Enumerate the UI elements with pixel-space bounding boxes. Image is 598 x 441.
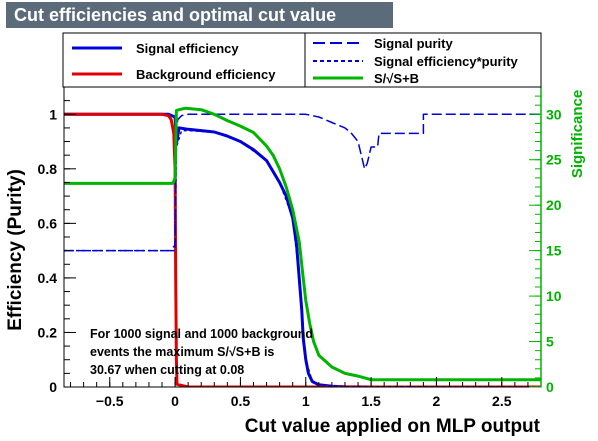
series-significance bbox=[64, 106, 541, 382]
series-signal-purity bbox=[64, 113, 541, 252]
y2-tick-label: 15 bbox=[546, 243, 562, 259]
x-tick-label: −0.5 bbox=[96, 393, 124, 409]
x-axis: −0.5 0 0.5 1 1.5 2 2.5 bbox=[70, 377, 542, 409]
legend-significance: S/√S+B bbox=[374, 71, 419, 86]
x-tick-label: 2 bbox=[433, 393, 441, 409]
legend: Signal efficiency Background efficiency … bbox=[62, 32, 542, 88]
legend-signal-purity: Signal purity bbox=[374, 36, 454, 51]
y-tick-label: 0.8 bbox=[38, 161, 58, 177]
series-layer bbox=[64, 106, 541, 387]
y2-tick-label: 5 bbox=[546, 334, 554, 350]
series-efficiency-times-purity bbox=[64, 129, 541, 387]
y-axis-right: 0 5 10 15 20 25 30 bbox=[529, 86, 562, 395]
y2-tick-label: 25 bbox=[546, 152, 562, 168]
y-tick-label: 0.4 bbox=[38, 270, 58, 286]
y-tick-label: 0.6 bbox=[38, 215, 58, 231]
y-tick-label: 0.2 bbox=[38, 324, 58, 340]
y2-tick-label: 30 bbox=[546, 106, 562, 122]
y-tick-label: 0 bbox=[49, 379, 57, 395]
y2-tick-label: 0 bbox=[546, 379, 554, 395]
y2-axis-label: Significance bbox=[569, 90, 586, 178]
annotation: For 1000 signal and 1000 background even… bbox=[90, 327, 313, 377]
x-tick-label: 0.5 bbox=[231, 393, 251, 409]
legend-signal-eff: Signal efficiency bbox=[136, 41, 239, 56]
y2-tick-label: 20 bbox=[546, 197, 562, 213]
legend-eff-purity: Signal efficiency*purity bbox=[374, 54, 519, 69]
y-axis-left: 0 0.2 0.4 0.6 0.8 1 bbox=[38, 86, 76, 395]
x-tick-label: 0 bbox=[171, 393, 179, 409]
legend-frame bbox=[62, 32, 542, 88]
y-tick-label: 1 bbox=[49, 106, 57, 122]
y2-tick-label: 10 bbox=[546, 288, 562, 304]
x-tick-label: 2.5 bbox=[492, 393, 512, 409]
legend-background-eff: Background efficiency bbox=[136, 67, 276, 82]
x-axis-label: Cut value applied on MLP output bbox=[245, 416, 541, 437]
chart-title: Cut efficiencies and optimal cut value bbox=[6, 2, 393, 28]
annotation-line-2: events the maximum S/√S+B is bbox=[90, 345, 274, 359]
x-tick-label: 1 bbox=[302, 393, 310, 409]
y-axis-label: Efficiency (Purity) bbox=[5, 169, 26, 331]
annotation-line-3: 30.67 when cutting at 0.08 bbox=[90, 363, 244, 377]
annotation-line-1: For 1000 signal and 1000 background bbox=[90, 327, 313, 341]
x-tick-label: 1.5 bbox=[361, 393, 381, 409]
